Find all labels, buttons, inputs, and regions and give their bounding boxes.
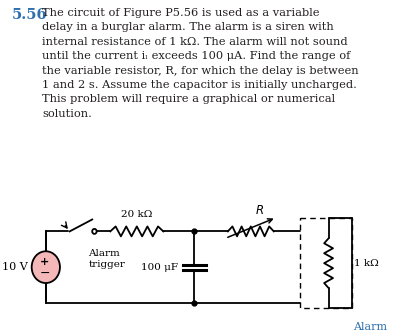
Text: solution.: solution. <box>42 109 92 119</box>
Text: Alarm: Alarm <box>353 322 387 332</box>
Text: 5.56: 5.56 <box>12 8 48 22</box>
Text: delay in a burglar alarm. The alarm is a siren with: delay in a burglar alarm. The alarm is a… <box>42 22 334 32</box>
Circle shape <box>32 251 60 283</box>
Text: −: − <box>40 267 50 280</box>
Bar <box>300 218 351 308</box>
Text: until the current iₗ exceeds 100 μA. Find the range of: until the current iₗ exceeds 100 μA. Fin… <box>42 51 351 61</box>
Text: +: + <box>40 257 50 267</box>
Text: 1 and 2 s. Assume the capacitor is initially uncharged.: 1 and 2 s. Assume the capacitor is initi… <box>42 80 357 90</box>
Text: This problem will require a graphical or numerical: This problem will require a graphical or… <box>42 94 336 104</box>
Text: 1 kΩ: 1 kΩ <box>354 259 379 268</box>
Text: the variable resistor, R, for which the delay is between: the variable resistor, R, for which the … <box>42 65 359 75</box>
Text: $R$: $R$ <box>255 204 264 217</box>
Text: The circuit of Figure P5.56 is used as a variable: The circuit of Figure P5.56 is used as a… <box>42 8 320 18</box>
Text: Alarm
trigger: Alarm trigger <box>88 249 125 269</box>
Text: 20 kΩ: 20 kΩ <box>121 210 152 219</box>
Text: 100 μF: 100 μF <box>141 263 178 272</box>
Text: internal resistance of 1 kΩ. The alarm will not sound: internal resistance of 1 kΩ. The alarm w… <box>42 37 348 47</box>
Text: 10 V: 10 V <box>2 262 28 272</box>
Circle shape <box>92 229 97 234</box>
